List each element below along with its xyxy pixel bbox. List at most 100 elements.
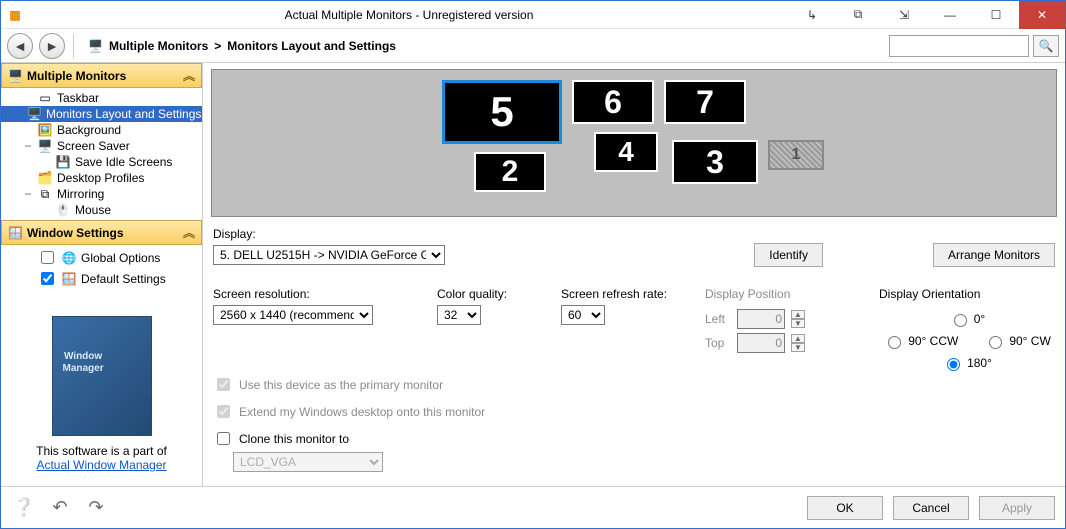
monitor-1[interactable]: 1 [768, 140, 824, 170]
maximize-button[interactable]: ☐ [973, 1, 1019, 29]
category-icon: 🪟 [8, 226, 23, 240]
tree-item[interactable]: 🖥️Monitors Layout and Settings [1, 106, 202, 122]
spin-up: ▲ [791, 334, 805, 343]
position-left-spinner: Left ▲▼ [705, 309, 865, 329]
sysbtn-extra2[interactable]: ⧉ [835, 1, 881, 29]
resolution-select[interactable]: 2560 x 1440 (recommended) [213, 305, 373, 325]
cancel-button[interactable]: Cancel [893, 496, 969, 520]
breadcrumb-part2[interactable]: Monitors Layout and Settings [227, 39, 396, 53]
sidebar: 🖥️ Multiple Monitors ︽ ▭ Taskbar🖥️Monitor… [1, 63, 203, 486]
clone-target-select: LCD_VGA [233, 452, 383, 472]
extend-desktop-checkbox: Extend my Windows desktop onto this moni… [213, 402, 691, 421]
breadcrumb: 🖥️ Multiple Monitors > Monitors Layout a… [88, 39, 396, 53]
orientation-0[interactable]: 0° [949, 311, 985, 327]
refresh-rate-label: Screen refresh rate: [561, 287, 691, 301]
display-position-group: Left ▲▼ Top ▲▼ [705, 305, 865, 353]
display-position-title: Display Position [705, 287, 865, 301]
position-left-input [737, 309, 785, 329]
monitor-7[interactable]: 7 [664, 80, 746, 124]
tree-item[interactable]: −🖥️Screen Saver [1, 138, 202, 154]
display-row: Display: 5. DELL U2515H -> NVIDIA GeForc… [211, 217, 1057, 267]
category-label: Multiple Monitors [27, 69, 126, 83]
clone-monitor-checkbox[interactable]: Clone this monitor to [213, 429, 691, 448]
arrange-monitors-button[interactable]: Arrange Monitors [933, 243, 1055, 267]
search-input[interactable] [889, 35, 1029, 57]
sidebar-cat-multiple-monitors[interactable]: 🖥️ Multiple Monitors ︽ [1, 63, 202, 88]
tree-item-checkbox[interactable] [41, 272, 54, 285]
sysbtn-extra3[interactable]: ⇲ [881, 1, 927, 29]
category-icon: 🖥️ [8, 69, 23, 83]
profiles-icon: 🗂️ [37, 171, 53, 185]
position-top-spinner: Top ▲▼ [705, 333, 865, 353]
breadcrumb-part1[interactable]: Multiple Monitors [109, 39, 208, 53]
monitor-4[interactable]: 4 [594, 132, 658, 172]
window-icon: 🪟 [61, 272, 77, 286]
color-quality-label: Color quality: [437, 287, 547, 301]
tree-item[interactable]: 🌐 Global Options [1, 247, 202, 268]
refresh-rate-select[interactable]: 60 [561, 305, 605, 325]
promo-boxshot [52, 316, 152, 436]
monitor-layout-canvas[interactable]: 56743 2 1 [211, 69, 1057, 217]
collapse-icon: ︽ [183, 67, 195, 84]
position-top-input [737, 333, 785, 353]
app-icon: ▦ [1, 8, 29, 22]
footer: ❔ ↶ ↷ OK Cancel Apply [1, 486, 1065, 528]
orientation-90ccw[interactable]: 90° CCW [883, 333, 958, 349]
promo-text: This software is a part of [7, 444, 196, 458]
close-button[interactable]: ✕ [1019, 1, 1065, 29]
tree-item[interactable]: 🗂️Desktop Profiles [1, 170, 202, 186]
tree-item-label: Background [57, 123, 121, 137]
tree-item[interactable]: ▭ Taskbar [1, 90, 202, 106]
identify-button[interactable]: Identify [754, 243, 823, 267]
save-icon: 💾 [55, 155, 71, 169]
undo-icon[interactable]: ↶ [47, 495, 73, 521]
promo-link[interactable]: Actual Window Manager [36, 458, 166, 472]
monitor-3[interactable]: 3 [672, 140, 758, 184]
promo-area: This software is a part of Actual Window… [1, 306, 202, 486]
tree-item-label: Global Options [81, 251, 160, 265]
help-icon[interactable]: ❔ [11, 495, 37, 521]
search-button[interactable]: 🔍 [1033, 35, 1059, 57]
tree-item-label: Mouse [75, 203, 111, 217]
sidebar-cat-window-settings[interactable]: 🪟 Window Settings ︽ [1, 220, 202, 245]
orientation-90cw[interactable]: 90° CW [984, 333, 1050, 349]
tree-item-checkbox[interactable] [41, 251, 54, 264]
tree-item[interactable]: 🖱️Mouse [1, 202, 202, 218]
twisty-icon: − [23, 139, 33, 153]
color-quality-select[interactable]: 32 [437, 305, 481, 325]
display-orientation-group: 0° 90° CCW 90° CW 180° [879, 305, 1055, 371]
tree-item-label: Taskbar [57, 91, 99, 105]
taskbar-icon: ▭ [37, 91, 53, 105]
minimize-button[interactable]: — [927, 1, 973, 29]
display-select[interactable]: 5. DELL U2515H -> NVIDIA GeForce GTX 950 [213, 245, 445, 265]
monitors-icon: 🖥️ [88, 39, 103, 53]
forward-button[interactable]: ► [39, 33, 65, 59]
redo-icon[interactable]: ↷ [83, 495, 109, 521]
search-area: 🔍 [889, 35, 1059, 57]
monitor-2[interactable]: 2 [474, 152, 546, 192]
tree-item[interactable]: 🪟 Default Settings [1, 268, 202, 289]
tree-item-label: Screen Saver [57, 139, 130, 153]
body: 🖥️ Multiple Monitors ︽ ▭ Taskbar🖥️Monitor… [1, 63, 1065, 486]
orientation-180[interactable]: 180° [942, 355, 992, 371]
tree-item[interactable]: −⧉Mirroring [1, 186, 202, 202]
monitor-6[interactable]: 6 [572, 80, 654, 124]
ok-button[interactable]: OK [807, 496, 883, 520]
tree-window-settings: 🌐 Global Options 🪟 Default Settings [1, 245, 202, 291]
tree-item[interactable]: 🖼️ Background [1, 122, 202, 138]
collapse-icon: ︽ [183, 224, 195, 241]
spin-down: ▼ [791, 319, 805, 328]
separator [73, 33, 74, 59]
globe-icon: 🌐 [61, 251, 77, 265]
spin-down: ▼ [791, 343, 805, 352]
sysbtn-extra1[interactable]: ↳ [789, 1, 835, 29]
footer-left-icons: ❔ ↶ ↷ [11, 495, 109, 521]
monitor-5[interactable]: 5 [442, 80, 562, 144]
background-icon: 🖼️ [37, 123, 53, 137]
back-button[interactable]: ◄ [7, 33, 33, 59]
resolution-label: Screen resolution: [213, 287, 423, 301]
mirror-icon: ⧉ [37, 187, 53, 201]
titlebar: ▦ Actual Multiple Monitors - Unregistere… [1, 1, 1065, 29]
tree-item[interactable]: 💾Save Idle Screens [1, 154, 202, 170]
tree-item-label: Default Settings [81, 272, 166, 286]
